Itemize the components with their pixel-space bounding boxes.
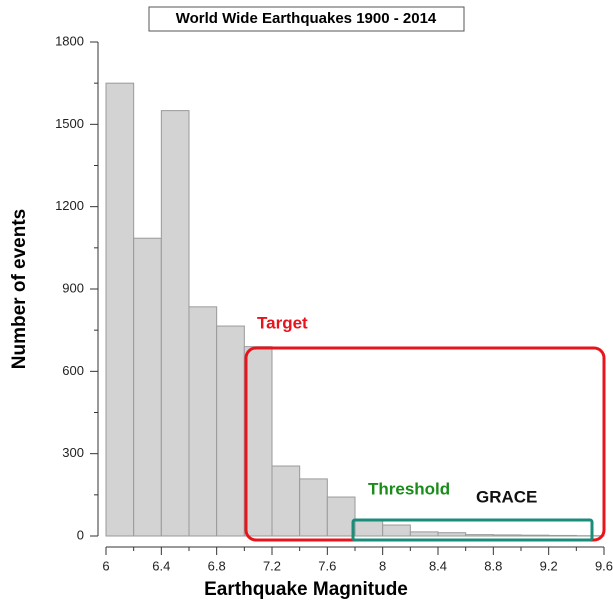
bar bbox=[133, 237, 162, 537]
x-tick-label: 7.6 bbox=[318, 558, 336, 573]
x-tick-label: 7.2 bbox=[263, 558, 281, 573]
x-tick-label: 6.8 bbox=[208, 558, 226, 573]
bar bbox=[492, 534, 522, 537]
chart-title: World Wide Earthquakes 1900 - 2014 bbox=[176, 10, 437, 27]
bar bbox=[409, 531, 439, 537]
bar bbox=[382, 524, 411, 537]
bar bbox=[160, 110, 190, 537]
x-tick-label: 9.6 bbox=[595, 558, 613, 573]
x-tick-label: 9.2 bbox=[540, 558, 558, 573]
y-tick-label: 600 bbox=[62, 363, 84, 378]
y-axis-label: Number of events bbox=[9, 209, 30, 369]
y-tick-label: 1200 bbox=[55, 198, 84, 213]
bar bbox=[465, 534, 494, 537]
bar bbox=[188, 306, 218, 537]
annotation: Target bbox=[257, 313, 308, 332]
x-tick-label: 8.4 bbox=[429, 558, 447, 573]
annotation: GRACE bbox=[476, 487, 537, 506]
x-tick-label: 6.4 bbox=[152, 558, 170, 573]
bar bbox=[105, 82, 135, 537]
bar bbox=[437, 532, 467, 537]
bar bbox=[548, 534, 577, 537]
x-tick-label: 8.8 bbox=[484, 558, 502, 573]
bar bbox=[299, 478, 328, 537]
y-tick-label: 300 bbox=[62, 445, 84, 460]
bar bbox=[271, 465, 301, 537]
bar bbox=[326, 496, 356, 537]
x-axis-label: Earthquake Magnitude bbox=[204, 579, 408, 600]
y-tick-label: 1800 bbox=[55, 33, 84, 48]
y-tick-label: 900 bbox=[62, 280, 84, 295]
bar bbox=[520, 534, 550, 537]
annotation: Threshold bbox=[368, 479, 450, 498]
bar bbox=[243, 346, 273, 537]
bar bbox=[354, 519, 384, 537]
bar bbox=[216, 325, 245, 537]
x-tick-label: 6 bbox=[102, 558, 109, 573]
threshold-box bbox=[351, 518, 594, 542]
y-tick-label: 0 bbox=[77, 527, 84, 542]
x-tick-label: 8 bbox=[379, 558, 386, 573]
title-box bbox=[148, 6, 465, 32]
y-tick-label: 1500 bbox=[55, 116, 84, 131]
